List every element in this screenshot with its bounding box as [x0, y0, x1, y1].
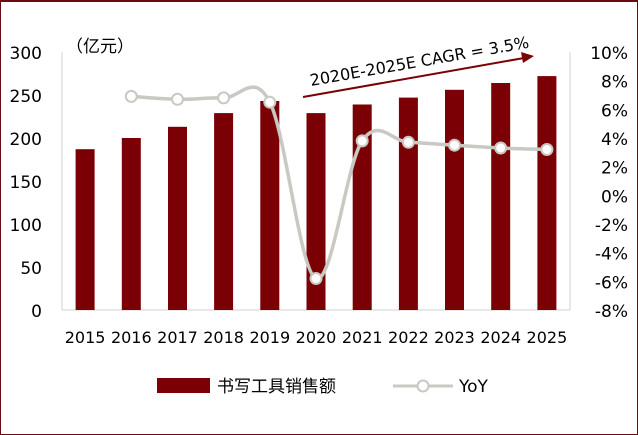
legend: 书写工具销售额 YoY — [157, 377, 489, 397]
yoy-point-2025 — [540, 143, 554, 156]
bar-2025 — [537, 76, 557, 310]
bar-2015 — [75, 149, 95, 310]
yoy-point-2024 — [494, 141, 508, 155]
left-axis-unit-label: （亿元） — [66, 37, 134, 57]
right-tick-label: 10% — [590, 44, 628, 64]
right-tick-label: -8% — [595, 302, 628, 322]
yoy-line-series — [124, 85, 554, 285]
left-tick-label: 0 — [31, 302, 42, 322]
legend-swatch-marker — [416, 379, 430, 393]
bar-2019 — [260, 101, 280, 310]
right-tick-label: 2% — [601, 159, 628, 179]
legend-label-line: YoY — [458, 377, 489, 397]
yoy-point-2020 — [309, 272, 323, 285]
right-tick-label: -4% — [595, 245, 628, 265]
x-tick-label: 2016 — [111, 328, 152, 347]
x-tick-label: 2015 — [65, 328, 106, 347]
cagr-annotation-text: 2020E-2025E CAGR = 3.5% — [308, 33, 530, 90]
left-tick-label: 300 — [10, 44, 42, 64]
bar-2021 — [352, 104, 372, 310]
right-tick-label: 4% — [601, 130, 628, 150]
left-tick-label: 100 — [10, 216, 42, 236]
right-tick-label: -6% — [595, 273, 628, 293]
cagr-arrow-head — [521, 52, 534, 63]
x-tick-label: 2022 — [388, 328, 429, 347]
left-tick-labels: 0 50 100 150 200 250 300 — [10, 44, 42, 322]
yoy-point-2018 — [217, 91, 231, 105]
right-tick-label: 0% — [601, 187, 628, 207]
legend-label-bar: 书写工具销售额 — [217, 377, 336, 397]
yoy-point-2019 — [263, 95, 277, 109]
right-tick-label: 6% — [601, 101, 628, 121]
yoy-point-2022 — [401, 135, 415, 149]
x-tick-label: 2018 — [203, 328, 244, 347]
left-tick-label: 50 — [20, 259, 42, 279]
x-tick-label: 2019 — [249, 328, 290, 347]
bar-2023 — [445, 89, 464, 310]
bar-2022 — [398, 97, 418, 310]
yoy-point-2017 — [171, 92, 184, 106]
bar-series — [75, 76, 557, 310]
legend-swatch-bar — [157, 378, 210, 393]
right-tick-label: 8% — [601, 73, 628, 93]
x-tick-label: 2020 — [296, 328, 337, 347]
bar-2017 — [168, 126, 187, 310]
yoy-point-2016 — [124, 89, 138, 103]
bar-2018 — [214, 113, 234, 310]
x-tick-label: 2023 — [434, 328, 475, 347]
yoy-point-2023 — [448, 138, 461, 152]
right-tick-label: -2% — [595, 216, 628, 236]
cagr-arrow-line — [302, 57, 525, 98]
x-tick-label: 2017 — [157, 328, 198, 347]
x-tick-label: 2021 — [342, 328, 383, 347]
left-tick-label: 200 — [10, 130, 42, 150]
x-tick-label: 2025 — [527, 328, 568, 347]
bar-2024 — [491, 83, 511, 310]
right-tick-labels: -8% -6% -4% -2% 0% 2% 4% 6% 8% 10% — [590, 44, 628, 322]
x-tick-labels: 2015 2016 2017 2018 2019 2020 2021 2022 2023 2024… — [65, 328, 568, 347]
left-tick-label: 150 — [10, 173, 42, 193]
yoy-line-path — [131, 85, 547, 281]
yoy-point-2021 — [355, 134, 369, 148]
left-tick-label: 250 — [10, 87, 42, 107]
x-tick-label: 2024 — [480, 328, 521, 347]
bar-2020 — [306, 113, 326, 310]
bar-2016 — [121, 138, 141, 310]
